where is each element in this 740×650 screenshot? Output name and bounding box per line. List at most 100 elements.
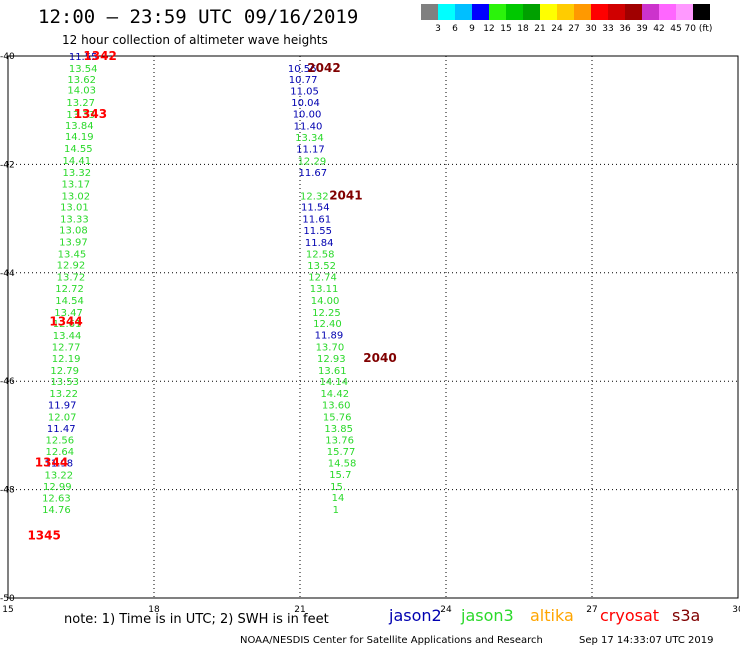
track-s3a: 10.5610.7711.0510.0410.0011.4013.3411.17…	[288, 61, 397, 516]
legend-swatch	[591, 4, 608, 20]
satellite-name-altika: altika	[530, 606, 574, 625]
legend-label: 45	[670, 24, 682, 34]
swh-value: 14.54	[55, 296, 84, 307]
swh-value: 11.54	[301, 203, 330, 214]
plot-frame	[7, 55, 739, 599]
swh-value: 13.53	[50, 377, 79, 388]
swh-value: 12.74	[308, 273, 337, 284]
grid-lines	[8, 56, 738, 598]
swh-value: 13.70	[316, 343, 345, 354]
lon-tick-label: 18	[148, 605, 160, 615]
swh-value: 13.84	[65, 121, 94, 132]
legend-label: 30	[585, 24, 597, 34]
swh-value: 14	[332, 493, 345, 504]
swh-value: 13.01	[60, 203, 89, 214]
legend-swatch	[608, 4, 625, 20]
swh-value: 12.99	[43, 482, 72, 493]
swh-value: 12.61	[53, 319, 82, 330]
legend-label: 12	[483, 24, 495, 34]
swh-value: 11.84	[305, 238, 334, 249]
lat-tick-label: -44	[0, 269, 15, 279]
legend-label: 33	[602, 24, 614, 34]
swh-value: 14.76	[42, 505, 71, 516]
legend-swatch	[523, 4, 540, 20]
swh-value: 13.34	[295, 133, 324, 144]
swh-value: 12.07	[48, 412, 77, 423]
swh-value: 14.00	[311, 296, 340, 307]
swh-value: 13.17	[62, 179, 91, 190]
legend-label: 27	[568, 24, 580, 34]
satellite-name-s3a: s3a	[672, 606, 701, 625]
pass-number: 2042	[307, 61, 340, 75]
swh-value: 12.25	[312, 308, 341, 319]
swh-value: 12.56	[45, 436, 74, 447]
swh-value: 13.45	[58, 249, 87, 260]
swh-value: 13.08	[59, 225, 88, 236]
lon-tick-label: 15	[2, 605, 13, 615]
legend-swatch	[659, 4, 676, 20]
swh-value: 13.32	[63, 168, 92, 179]
legend-swatch	[676, 4, 693, 20]
lon-tick-label: 30	[732, 605, 740, 615]
swh-value: 10.56	[288, 64, 317, 75]
legend-label: 21	[534, 24, 546, 34]
swh-value: 11.67	[299, 168, 328, 179]
swh-value: 14.55	[64, 144, 93, 155]
swh-value: 11.05	[290, 87, 319, 98]
swh-value: 13.76	[325, 436, 354, 447]
pass-number: 1344	[49, 315, 82, 329]
legend-swatch	[574, 4, 591, 20]
legend-swatch	[693, 4, 710, 20]
swh-value: 12.93	[317, 354, 346, 365]
swh-value: 13.52	[307, 261, 336, 272]
legend-swatch	[438, 4, 455, 20]
swh-value: 12.29	[298, 157, 327, 168]
map-title: 12:00 – 23:59 UTC 09/16/2019	[38, 6, 359, 28]
legend-label: 39	[636, 24, 648, 34]
swh-value: 11.55	[69, 52, 98, 63]
swh-value: 11.47	[47, 424, 76, 435]
swh-value: 13.72	[57, 273, 86, 284]
swh-value: 13.61	[318, 366, 347, 377]
pass-number: 2040	[363, 351, 396, 365]
lat-tick-label: -50	[0, 594, 15, 604]
swh-value: 15.77	[327, 447, 356, 458]
legend-label: 36	[619, 24, 631, 34]
legend-swatch	[421, 4, 438, 20]
credit-text: NOAA/NESDIS Center for Satellite Applica…	[240, 635, 543, 646]
pass-number: 1342	[83, 49, 116, 63]
swh-value: 10.00	[293, 109, 322, 120]
swh-value: 15.	[330, 482, 346, 493]
lat-tick-label: -42	[0, 160, 15, 170]
legend-swatch	[625, 4, 642, 20]
legend-swatch	[506, 4, 523, 20]
swh-value: 11.61	[302, 215, 331, 226]
swh-value: 13.85	[324, 424, 353, 435]
swh-value: 13.27	[66, 98, 95, 109]
pass-number: 1345	[27, 529, 60, 543]
legend-swatch	[540, 4, 557, 20]
swh-value: 13.47	[54, 308, 83, 319]
pass-number: 1343	[74, 107, 107, 121]
satellite-tracks: 11.5513.5413.6214.0313.2713.3313.8414.19…	[27, 49, 396, 543]
map-subtitle: 12 hour collection of altimeter wave hei…	[62, 33, 328, 47]
legend-label: 42	[653, 24, 665, 34]
swh-value: 13.33	[60, 215, 89, 226]
swh-value: 13.33	[66, 110, 95, 121]
satellite-name-cryosat: cryosat	[600, 606, 660, 625]
swh-value: 15.7	[329, 470, 351, 481]
swh-value: 13.60	[322, 401, 351, 412]
swh-value: 10.77	[289, 75, 318, 86]
legend-swatch	[489, 4, 506, 20]
swh-value: 13.44	[53, 331, 82, 342]
swh-value: 12.72	[55, 284, 84, 295]
units-note: note: 1) Time is in UTC; 2) SWH is in fe…	[64, 612, 329, 627]
legend-swatch	[642, 4, 659, 20]
swh-value: 14.14	[319, 377, 348, 388]
lon-tick-label: 24	[440, 605, 452, 615]
legend-label: 18	[517, 24, 529, 34]
swh-value: 15.76	[323, 412, 352, 423]
swh-value: 10.04	[291, 98, 320, 109]
swh-value: 12.19	[52, 354, 81, 365]
